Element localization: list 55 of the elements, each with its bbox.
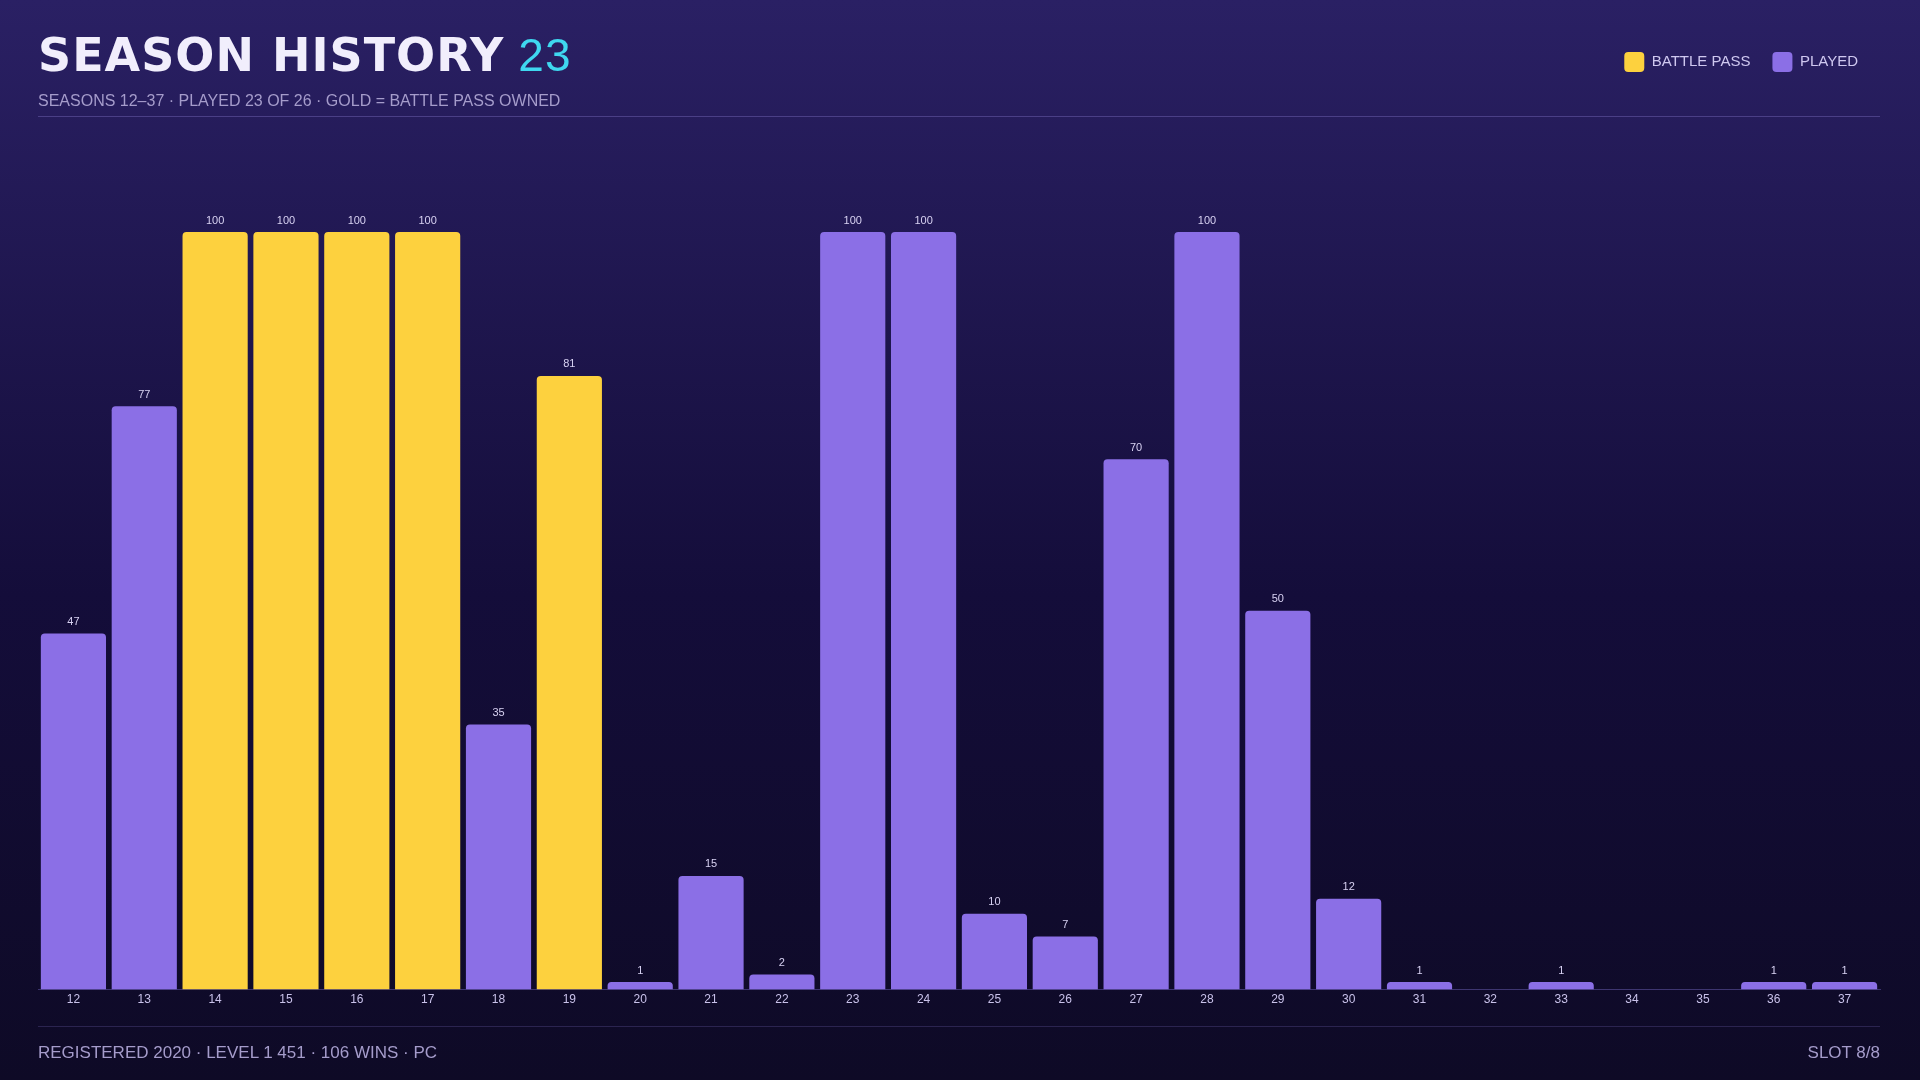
data-label: 7: [1062, 918, 1069, 931]
data-label: 47: [67, 615, 80, 628]
x-tick-label: 18: [491, 992, 506, 1007]
data-label: 100: [1197, 213, 1217, 226]
data-label: 100: [205, 213, 225, 226]
x-tick-label: 22: [775, 992, 789, 1007]
data-label: 1: [1841, 963, 1848, 976]
x-tick-label: 15: [279, 992, 293, 1007]
data-label: 100: [347, 213, 366, 226]
x-tick-label: 13: [137, 992, 152, 1007]
x-tick-label: 24: [916, 992, 931, 1007]
x-tick-label: 28: [1200, 992, 1214, 1007]
data-label: 81: [563, 357, 576, 370]
legend-label: PLAYED: [1799, 52, 1859, 70]
chart-title: SEASON HISTORY 23: [38, 28, 572, 82]
data-label: 100: [843, 213, 862, 226]
data-label: 100: [418, 213, 437, 226]
text: SLOT 8/8: [1807, 1043, 1880, 1063]
x-tick-label: 17: [420, 992, 435, 1007]
x-tick-label: 16: [350, 992, 364, 1007]
data-label: 70: [1129, 440, 1143, 453]
x-tick-label: 23: [846, 992, 860, 1007]
data-label: 12: [1342, 880, 1355, 893]
data-label: 10: [988, 895, 1001, 908]
x-tick-label: 21: [704, 992, 719, 1007]
data-label: 100: [914, 213, 933, 226]
x-tick-label: 27: [1129, 992, 1144, 1007]
data-label: 100: [276, 213, 296, 226]
data-label: 77: [138, 387, 151, 400]
data-label: 50: [1271, 592, 1284, 605]
legend-label: BATTLE PASS: [1651, 52, 1751, 70]
x-tick-label: 12: [66, 992, 81, 1007]
x-tick-label: 32: [1483, 992, 1498, 1007]
x-tick-label: 20: [633, 992, 648, 1007]
data-label: 15: [704, 857, 718, 870]
x-tick-label: 36: [1767, 992, 1781, 1007]
data-label: 35: [492, 705, 505, 718]
x-tick-label: 25: [987, 992, 1002, 1007]
text: REGISTERED 2020 · LEVEL 1 451 · 106 WINS · PC: [38, 1043, 438, 1062]
x-tick-label: 26: [1058, 992, 1073, 1007]
data-label: 1: [1416, 963, 1423, 976]
x-tick-label: 33: [1554, 992, 1569, 1007]
x-tick-label: 19: [562, 992, 577, 1007]
x-tick-label: 35: [1696, 992, 1710, 1007]
data-label: 1: [637, 963, 644, 976]
x-tick-label: 30: [1341, 992, 1356, 1007]
x-tick-label: 14: [208, 992, 223, 1007]
x-tick-label: 34: [1625, 992, 1640, 1007]
x-tick-label: 31: [1412, 992, 1427, 1007]
x-tick-label: 29: [1271, 992, 1285, 1007]
data-label: 1: [1558, 963, 1565, 976]
x-tick-label: 37: [1837, 992, 1852, 1007]
chart-subtitle: SEASONS 12–37 · PLAYED 23 OF 26 · GOLD = BATTLE PASS OWNED: [38, 92, 1880, 117]
data-label: 1: [1770, 963, 1777, 976]
data-label: 2: [778, 955, 785, 968]
